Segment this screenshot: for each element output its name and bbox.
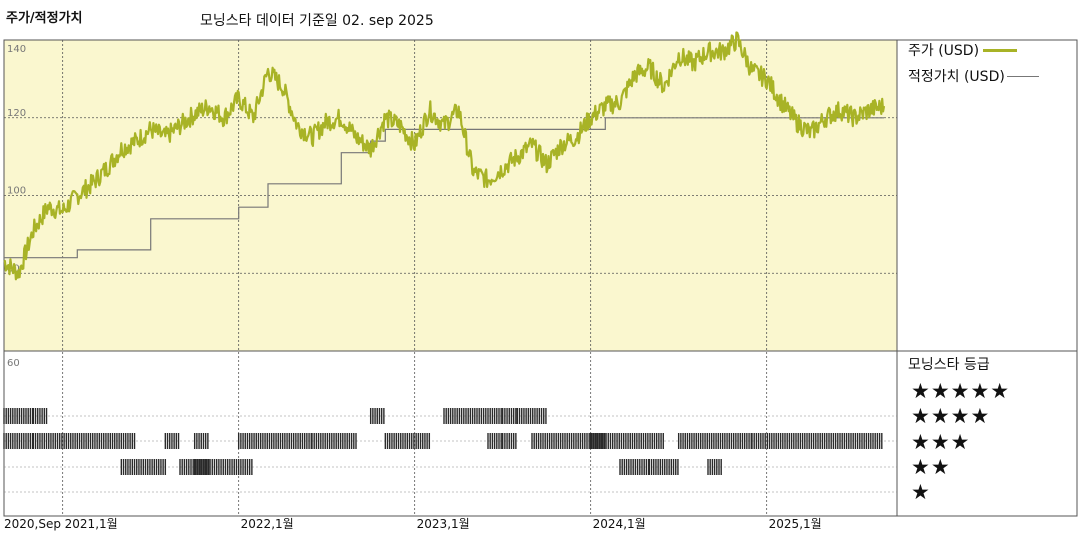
y-tick-label: 120 — [7, 108, 26, 119]
legend-price-swatch — [983, 48, 1018, 52]
data-date-subtitle: 모닝스타 데이터 기준일 02. sep 2025 — [200, 13, 434, 29]
legend-fair-value-swatch — [1006, 75, 1039, 77]
star-row-4: ★★★★ — [911, 404, 991, 428]
x-tick-label: 2021,1월 — [65, 517, 118, 531]
legend-fair-value: 적정가치 (USD) — [908, 66, 1039, 86]
legend-price: 주가 (USD) — [908, 40, 1018, 60]
legend-price-label: 주가 (USD) — [908, 43, 980, 59]
star-row-2: ★★ — [911, 455, 951, 479]
x-tick-label: 2024,1월 — [593, 517, 646, 531]
y-tick-label: 140 — [7, 44, 26, 55]
x-tick-label: 2025,1월 — [769, 517, 822, 531]
x-tick-label: 2023,1월 — [417, 517, 470, 531]
x-tick-label: 2022,1월 — [241, 517, 294, 531]
legend-fair-value-label: 적정가치 (USD) — [908, 69, 1005, 85]
fair-value-line — [4, 117, 884, 259]
star-row-1: ★ — [911, 480, 931, 504]
chart-title: 주가/적정가치 — [6, 11, 83, 26]
chart-frame — [3, 39, 1078, 517]
star-row-3: ★★★ — [911, 430, 971, 454]
price-line — [3, 31, 886, 281]
star-row-5: ★★★★★ — [911, 379, 1011, 403]
y-tick-label: 100 — [7, 186, 26, 197]
x-tick-label: 2020,Sep — [4, 517, 61, 531]
y-tick-label: 60 — [7, 358, 20, 369]
rating-panel-title: 모닝스타 등급 — [908, 357, 990, 373]
